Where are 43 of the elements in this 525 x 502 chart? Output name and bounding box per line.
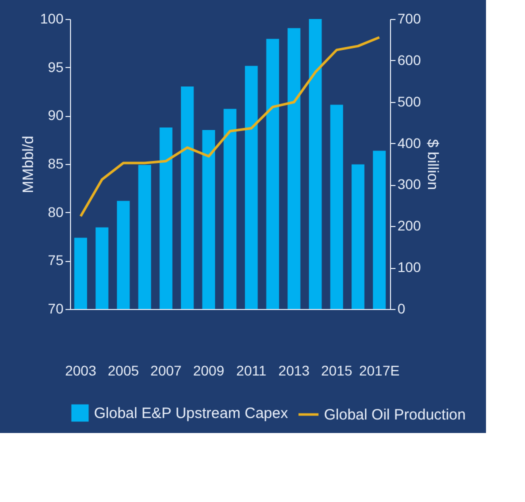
- y-tick-label: 95: [48, 58, 64, 75]
- bar: [116, 200, 130, 309]
- bar: [288, 28, 300, 309]
- y-tick-label: 70: [48, 300, 64, 316]
- x-tick-label: 2005: [108, 362, 140, 378]
- x-tick-label: 2013: [278, 362, 310, 378]
- y-tick-label: 90: [48, 107, 64, 124]
- bar: [202, 130, 216, 309]
- bar: [74, 238, 88, 309]
- bar: [244, 66, 258, 309]
- bar: [96, 227, 108, 309]
- x-tick-label: 2017E: [359, 362, 400, 378]
- y-tick-label: 80: [48, 204, 64, 220]
- line-series: [79, 36, 381, 218]
- bar: [180, 86, 194, 309]
- bar: [330, 104, 344, 309]
- bar: [372, 150, 386, 309]
- y-axis-title: MMbbl/d: [20, 136, 38, 194]
- bar: [224, 108, 236, 309]
- x-tick-label: 2011: [236, 362, 267, 378]
- y2-tick-label: 600: [398, 52, 422, 68]
- legend-label: Global Oil Production: [324, 406, 466, 424]
- bar: [138, 164, 152, 309]
- y2-tick-label: 0: [398, 300, 406, 316]
- y-tick-label: 75: [48, 252, 64, 268]
- y2-tick-label: 200: [398, 218, 422, 234]
- bar: [352, 164, 364, 309]
- y2-axis-title: $ billion: [424, 139, 441, 190]
- y-tick-label: 85: [48, 156, 64, 172]
- x-tick-label: 2003: [65, 362, 96, 378]
- y-tick-label: 100: [40, 10, 64, 26]
- y2-tick-label: 300: [398, 176, 422, 192]
- y2-tick-label: 100: [398, 259, 422, 276]
- x-tick-label: 2009: [193, 362, 224, 378]
- legend-label: Global E&P Upstream Capex: [94, 405, 288, 422]
- x-tick-label: 2007: [150, 362, 182, 378]
- bar: [160, 128, 172, 309]
- y2-tick-label: 400: [398, 134, 422, 151]
- y2-tick-label: 700: [398, 10, 422, 26]
- y2-tick-label: 500: [398, 93, 422, 110]
- bar: [266, 38, 280, 309]
- bar: [308, 19, 322, 309]
- x-tick-label: 2015: [321, 362, 352, 378]
